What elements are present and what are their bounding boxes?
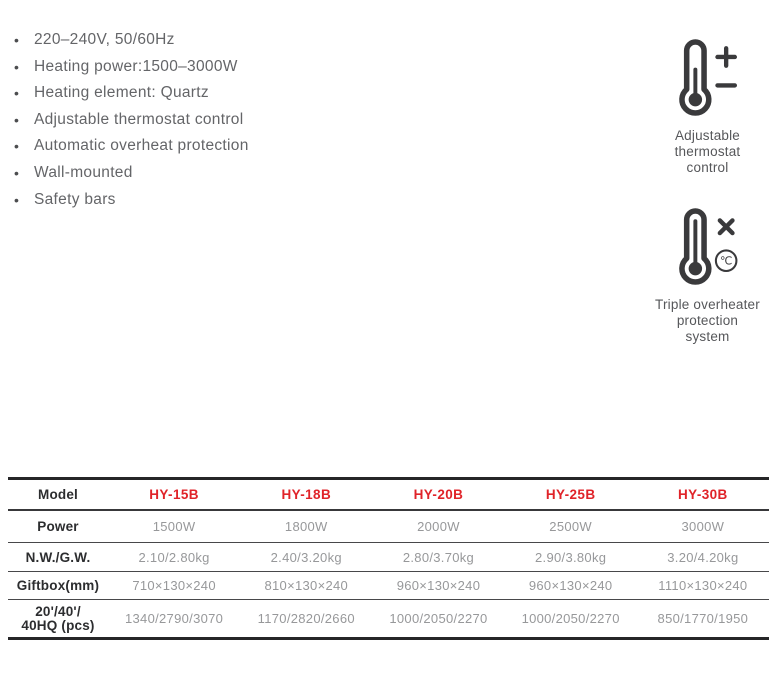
badge-label-triple-overheat: Triple overheater protection system: [655, 297, 760, 344]
spec-cell: 1000/2050/2270: [389, 611, 488, 626]
spec-header-row: Model HY-15B HY-18B HY-20B HY-25B HY-30B: [8, 479, 769, 510]
spec-row-power: Power 1500W 1800W 2000W 2500W 3000W: [8, 510, 769, 543]
celsius-glyph: ℃: [714, 249, 737, 272]
svg-text:℃: ℃: [719, 256, 731, 268]
spec-cell: 960×130×240: [396, 578, 481, 593]
feature-item-mounting: Wall-mounted: [13, 160, 249, 187]
col-header-hy-18b: HY-18B: [281, 486, 332, 502]
spec-cell: 2.10/2.80kg: [138, 549, 210, 565]
row-label-weight: N.W./G.W.: [25, 549, 91, 565]
spec-cell: 2.40/3.20kg: [270, 549, 342, 565]
badge-adjustable-thermostat: Adjustable thermostat control: [645, 38, 770, 176]
spec-cell: 2000W: [417, 518, 460, 534]
spec-cell: 1340/2790/3070: [125, 611, 224, 626]
spec-cell: 2.90/3.80kg: [535, 549, 607, 565]
cross-glyph: [717, 218, 735, 236]
row-label-giftbox: Giftbox(mm): [16, 578, 100, 593]
thermometer-glyph: [678, 39, 712, 116]
feature-item-voltage: 220–240V, 50/60Hz: [13, 27, 249, 54]
spec-row-container-load: 20'/40'/ 40HQ (pcs) 1340/2790/3070 1170/…: [8, 600, 769, 639]
feature-badges: Adjustable thermostat control ℃ Triple: [645, 38, 770, 345]
col-header-hy-15b: HY-15B: [149, 486, 199, 502]
row-label-container-load: 20'/40'/ 40HQ (pcs): [21, 603, 95, 633]
spec-cell: 850/1770/1950: [657, 611, 749, 626]
spec-cell: 2500W: [549, 518, 592, 534]
thermometer-overheat-icon: ℃: [678, 208, 737, 285]
col-header-hy-30b: HY-30B: [678, 486, 728, 502]
spec-row-weight: N.W./G.W. 2.10/2.80kg 2.40/3.20kg 2.80/3…: [8, 543, 769, 572]
spec-table: Model HY-15B HY-18B HY-20B HY-25B HY-30B…: [8, 477, 769, 640]
spec-cell: 1800W: [284, 518, 328, 534]
feature-item-overheat: Automatic overheat protection: [13, 133, 249, 160]
col-header-hy-20b: HY-20B: [413, 486, 464, 502]
thermometer-plus-minus-icon: [678, 39, 737, 116]
spec-cell: 1170/2820/2660: [257, 611, 355, 626]
plus-glyph: [714, 46, 737, 68]
feature-item-element: Heating element: Quartz: [13, 80, 249, 107]
col-header-model: Model: [38, 486, 78, 502]
col-header-hy-25b: HY-25B: [545, 486, 596, 502]
spec-cell: 3000W: [681, 518, 725, 534]
spec-cell: 1000/2050/2270: [521, 611, 620, 626]
row-label-power: Power: [37, 518, 79, 534]
feature-item-thermostat: Adjustable thermostat control: [13, 107, 249, 134]
spec-cell: 1500W: [152, 518, 196, 534]
spec-cell: 1110×130×240: [658, 578, 748, 593]
badge-label-adjustable-thermostat: Adjustable thermostat control: [674, 128, 741, 175]
badge-triple-overheat: ℃ Triple overheater protection system: [645, 207, 770, 345]
spec-cell: 3.20/4.20kg: [667, 549, 739, 565]
spec-cell: 960×130×240: [528, 578, 613, 593]
spec-cell: 710×130×240: [132, 578, 216, 593]
spec-cell: 2.80/3.70kg: [402, 549, 475, 565]
thermometer-glyph: [678, 208, 712, 285]
feature-list: 220–240V, 50/60Hz Heating power:1500–300…: [13, 27, 249, 213]
spec-cell: 810×130×240: [264, 578, 349, 593]
feature-item-power: Heating power:1500–3000W: [13, 54, 249, 81]
feature-item-safety: Safety bars: [13, 187, 249, 214]
spec-row-giftbox: Giftbox(mm) 710×130×240 810×130×240 960×…: [8, 572, 769, 600]
